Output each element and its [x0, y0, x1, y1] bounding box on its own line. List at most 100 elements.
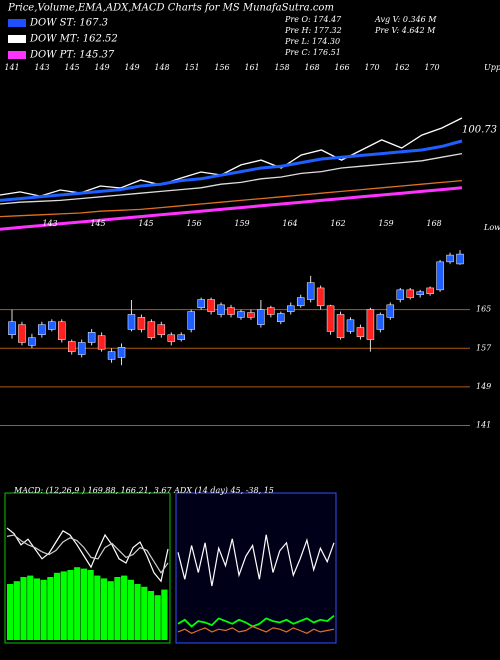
top-annotation: 149	[94, 63, 109, 72]
macd-bar	[134, 584, 141, 640]
lower-label: Lower	[483, 223, 500, 232]
macd-bar	[121, 575, 128, 640]
legend-swatch	[8, 51, 26, 59]
info-text: Avg V: 0.346 M	[374, 15, 437, 24]
macd-bar	[114, 577, 121, 640]
candle-body	[247, 312, 255, 318]
page-title: Price,Volume,EMA,ADX,MACD Charts for MS …	[7, 3, 334, 14]
candle-body	[267, 307, 275, 315]
macd-bar	[94, 575, 101, 640]
candle-body	[306, 282, 315, 300]
candle-body	[326, 305, 335, 332]
candle-body	[97, 335, 106, 350]
candle-body	[77, 342, 86, 355]
macd-bar	[20, 577, 27, 640]
mid-annotation: 145	[90, 219, 105, 228]
macd-bar	[40, 579, 47, 640]
mid-annotation: 164	[282, 219, 297, 228]
candle-body	[416, 291, 424, 295]
info-text: Pre V: 4.642 M	[374, 26, 436, 35]
candle-body	[296, 297, 305, 307]
macd-frame	[4, 492, 171, 644]
macd-line	[6, 534, 169, 574]
macd-bar	[87, 570, 94, 640]
top-annotation: 168	[304, 63, 319, 72]
macd-bar	[107, 581, 114, 640]
candle-body	[177, 334, 185, 340]
candle-body	[277, 313, 285, 322]
macd-bar	[53, 572, 61, 640]
legend-label: DOW MT: 162.52	[29, 34, 118, 45]
macd-bar	[7, 584, 14, 640]
candle-body	[167, 334, 176, 342]
candle-body	[107, 351, 116, 360]
info-text: Pre C: 176.51	[284, 48, 341, 57]
top-annotation: 161	[244, 63, 259, 72]
candle-body	[456, 253, 464, 265]
legend-label: DOW ST: 167.3	[29, 18, 108, 29]
adx-line	[177, 614, 335, 628]
info-text: Pre O: 174.47	[284, 15, 342, 24]
macd-bar	[80, 568, 87, 640]
macd-bar	[100, 578, 108, 640]
y-tick-label: 141	[476, 421, 491, 430]
candle-body	[127, 314, 136, 330]
candle-body	[396, 289, 405, 300]
candle-body	[366, 309, 375, 340]
candle-body	[8, 321, 16, 336]
candle-body	[316, 287, 325, 307]
indicator-line	[0, 186, 463, 231]
candle-body	[446, 254, 454, 263]
candle-body	[406, 289, 414, 298]
y-tick-label: 149	[476, 382, 491, 391]
legend-swatch	[8, 19, 26, 27]
macd-bar	[27, 575, 34, 640]
candle-body	[137, 317, 146, 330]
mid-annotation: 156	[186, 219, 201, 228]
y-tick-label: 165	[476, 305, 491, 314]
macd-bar	[161, 589, 168, 640]
macd-bar	[47, 577, 54, 640]
macd-bar	[13, 581, 20, 640]
macd-bar	[127, 579, 134, 640]
macd-bar	[67, 570, 74, 640]
candle-body	[376, 314, 385, 330]
candle-body	[217, 304, 225, 315]
indicator-line	[0, 152, 463, 205]
candle-body	[257, 309, 265, 325]
candle-body	[386, 304, 395, 318]
top-annotation: 143	[34, 63, 49, 72]
y-tick-label: 157	[476, 343, 492, 352]
mid-annotation: 162	[330, 219, 345, 228]
adx-line	[177, 534, 335, 587]
top-annotation: 158	[274, 63, 289, 72]
adx-line	[177, 625, 335, 634]
candle-body	[287, 305, 295, 312]
top-annotation: 170	[364, 63, 379, 72]
indicator-line	[0, 139, 463, 202]
candle-body	[157, 324, 166, 336]
top-annotation: 148	[154, 63, 169, 72]
candle-body	[346, 319, 355, 332]
candle-body	[87, 332, 96, 343]
candle-body	[147, 321, 156, 338]
macd-bar	[154, 595, 161, 640]
upper-label: Upper	[484, 63, 500, 72]
candle-body	[356, 327, 365, 337]
indicator-line	[0, 179, 463, 218]
legend-swatch	[8, 35, 26, 43]
top-annotation: 170	[424, 63, 439, 72]
candle-body	[207, 299, 215, 312]
candle-body	[28, 337, 36, 346]
candle-body	[426, 287, 434, 294]
top-annotation: 141	[4, 63, 19, 72]
candle-body	[436, 261, 444, 291]
macd-bar	[74, 567, 81, 640]
macd-bar	[60, 571, 67, 640]
top-annotation: 162	[394, 63, 409, 72]
mid-annotation: 143	[42, 219, 57, 228]
legend-label: DOW PT: 145.37	[29, 50, 115, 61]
mid-annotation: 159	[234, 219, 249, 228]
candle-body	[117, 347, 126, 358]
